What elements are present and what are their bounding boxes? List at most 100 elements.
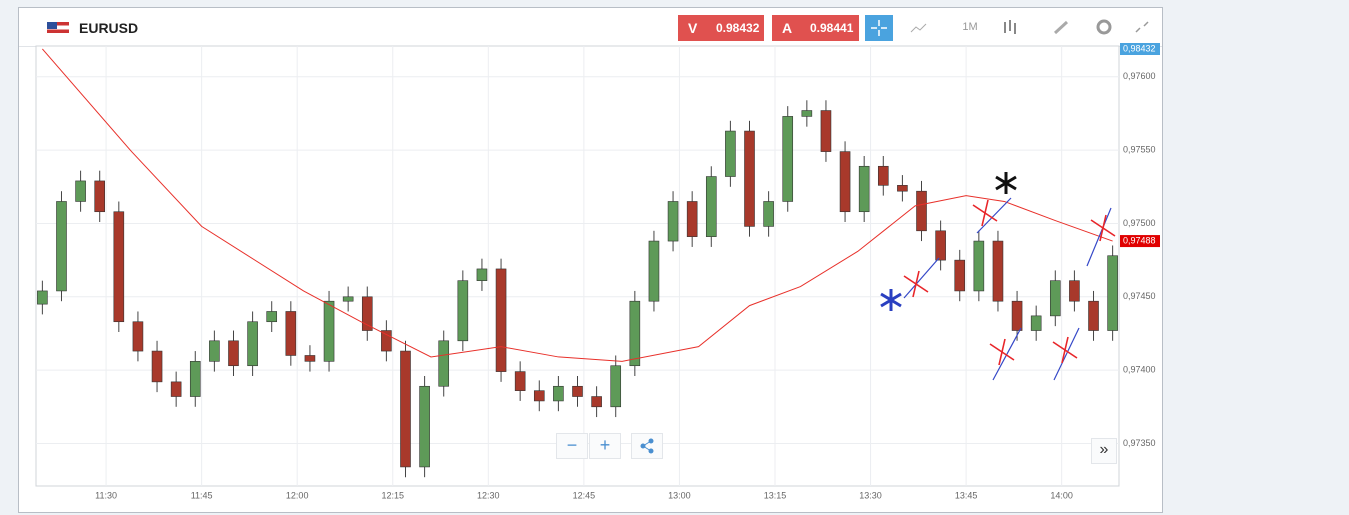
buy-price: 0.98441 xyxy=(810,21,854,35)
candle-body xyxy=(533,390,545,402)
expand-button[interactable] xyxy=(1129,16,1155,38)
sell-price: 0.98432 xyxy=(716,21,760,35)
candle-body xyxy=(610,365,622,408)
candle-body xyxy=(839,151,851,213)
buy-button[interactable]: A 0.98441 xyxy=(772,15,859,41)
draw-button[interactable] xyxy=(1049,16,1075,38)
y-tick-label: 0,97550 xyxy=(1123,145,1156,155)
candle-body xyxy=(820,110,832,152)
trend-line xyxy=(903,257,940,299)
settings-button[interactable] xyxy=(1091,16,1117,38)
y-tick-label: 0,97600 xyxy=(1123,71,1156,81)
y-tick-label: 0,97350 xyxy=(1123,438,1156,448)
plot-area xyxy=(35,45,1120,487)
candle-body xyxy=(247,321,258,367)
y-tick-label: 0,97450 xyxy=(1123,291,1156,301)
x-tick-label: 13:30 xyxy=(859,490,882,500)
candle-body xyxy=(438,340,450,387)
candle-body xyxy=(400,350,411,468)
candle-body xyxy=(113,211,125,323)
candle-body xyxy=(629,300,641,367)
candle-body xyxy=(228,340,239,367)
candle-body xyxy=(973,240,985,292)
x-tick-label: 14:00 xyxy=(1050,490,1073,500)
candle-body xyxy=(763,201,774,227)
candle-body xyxy=(476,268,488,281)
candle-body xyxy=(266,311,278,323)
candle-body xyxy=(877,165,889,186)
candle-body xyxy=(916,190,927,232)
indicators-button[interactable] xyxy=(999,16,1025,38)
buy-label: A xyxy=(782,20,793,36)
last-price-badge: 0,97488 xyxy=(1123,235,1156,245)
candle-body xyxy=(648,240,660,302)
moving-average xyxy=(41,48,1113,362)
flag-icon xyxy=(47,22,69,33)
candle-body xyxy=(935,230,946,261)
y-tick-label: 0,97400 xyxy=(1123,365,1156,375)
candle-body xyxy=(1088,300,1099,331)
candle-body xyxy=(744,130,755,227)
share-button[interactable] xyxy=(631,433,663,459)
cross-mark xyxy=(972,199,998,227)
candle-body xyxy=(209,340,220,362)
candle-body xyxy=(1069,280,1080,302)
ask-badge-bg xyxy=(1120,43,1160,55)
candle-body xyxy=(495,268,507,372)
ask-badge: 0,98432 xyxy=(1123,43,1156,53)
cross-mark xyxy=(1052,336,1078,364)
x-tick-label: 11:45 xyxy=(191,490,213,500)
x-tick-label: 13:45 xyxy=(955,490,978,500)
candle-body xyxy=(419,385,430,468)
x-tick-label: 12:45 xyxy=(573,490,596,500)
x-tick-label: 12:30 xyxy=(477,490,500,500)
candle-body xyxy=(342,296,354,302)
candle-body xyxy=(572,385,583,397)
candle-body xyxy=(457,280,469,342)
timeframe-button[interactable]: 1M xyxy=(962,21,978,33)
candle-body xyxy=(361,296,373,331)
scroll-right[interactable]: » xyxy=(1091,438,1117,464)
candle-body xyxy=(858,165,870,213)
chart-panel: EURUSD V 0.98432 A 0.98441 1M 0,97350 0,974… xyxy=(18,7,1163,513)
candle-body xyxy=(37,290,48,305)
y-tick-label: 0,97500 xyxy=(1123,218,1156,228)
candle-body xyxy=(782,116,794,202)
x-tick-label: 12:15 xyxy=(381,490,404,500)
candle-body xyxy=(897,185,908,192)
candle-body xyxy=(514,371,526,391)
trend-line xyxy=(992,327,1022,381)
candle-body xyxy=(725,130,736,177)
candle-body xyxy=(801,110,813,117)
crosshair-button[interactable] xyxy=(865,15,893,41)
candle-body xyxy=(667,201,679,242)
zoom-in[interactable]: + xyxy=(589,433,621,459)
sell-button[interactable]: V 0.98432 xyxy=(678,15,764,41)
candle-body xyxy=(1107,255,1118,331)
last-price-badge-bg xyxy=(1120,235,1160,248)
candle-body xyxy=(553,385,564,402)
zoom-out[interactable]: − xyxy=(556,433,588,459)
candle-body xyxy=(381,330,392,352)
chart-type-button[interactable] xyxy=(907,16,933,38)
trend-line xyxy=(1086,207,1112,267)
trend-line xyxy=(1053,327,1080,381)
star-mark xyxy=(995,172,1017,194)
candle-body xyxy=(151,350,163,383)
symbol[interactable]: EURUSD xyxy=(79,20,139,36)
candle-body xyxy=(94,180,106,213)
x-tick-label: 11:30 xyxy=(95,490,117,500)
candle-body xyxy=(285,311,297,356)
x-tick-label: 13:15 xyxy=(764,490,787,500)
x-tick-label: 12:00 xyxy=(286,490,309,500)
toolbar: EURUSD V 0.98432 A 0.98441 1M xyxy=(19,8,1162,47)
cross-mark xyxy=(903,270,929,298)
candle-body xyxy=(992,240,1004,302)
candle-body xyxy=(1011,300,1023,331)
star-mark xyxy=(880,289,902,311)
x-tick-label: 13:00 xyxy=(668,490,691,500)
candle-body xyxy=(304,355,316,362)
cross-mark xyxy=(1090,214,1116,242)
candle-body xyxy=(75,180,86,202)
candle-body xyxy=(323,300,335,362)
